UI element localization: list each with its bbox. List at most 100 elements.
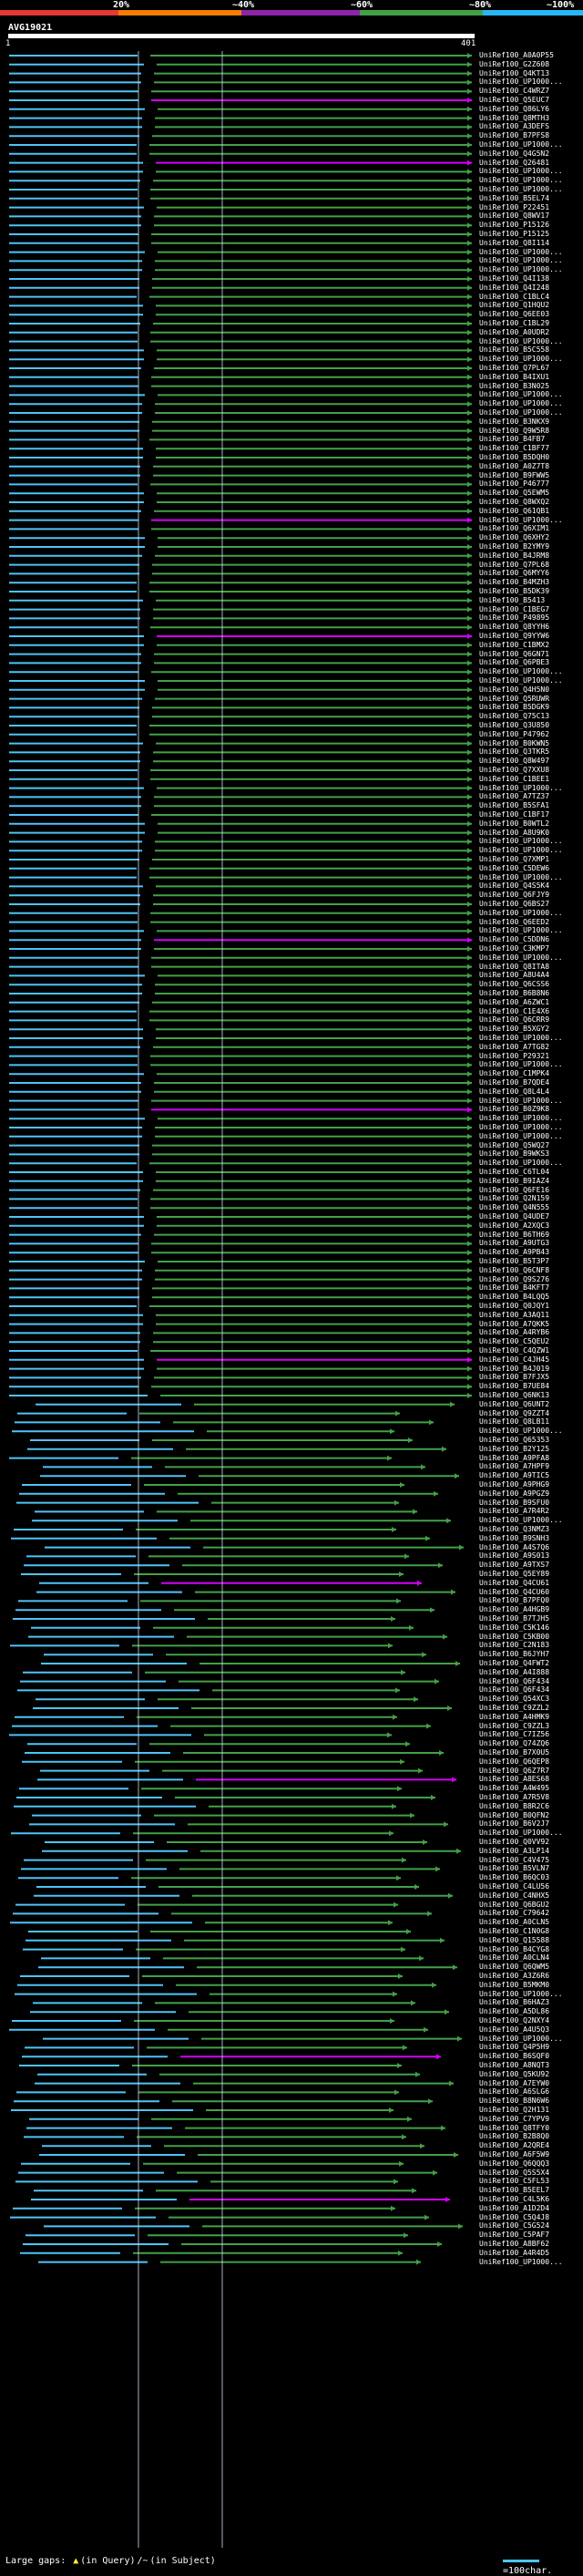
hit-row[interactable] <box>25 2045 407 2051</box>
hit-row[interactable] <box>9 597 472 603</box>
hit-label[interactable]: UniRef100_B0QFN2 <box>479 1810 550 1819</box>
hit-label[interactable]: UniRef100_A9S013 <box>479 1551 550 1561</box>
hit-row[interactable] <box>21 2160 404 2167</box>
hit-row[interactable] <box>19 1786 402 1792</box>
hit-label[interactable]: UniRef100_A9TXS7 <box>479 1561 550 1570</box>
hit-row[interactable] <box>22 2054 441 2060</box>
hit-label[interactable]: UniRef100_A2XQC3 <box>479 1221 550 1230</box>
hit-label[interactable]: UniRef100_UP1000... <box>479 515 563 524</box>
hit-row[interactable] <box>13 1616 395 1622</box>
hit-row[interactable] <box>9 1187 472 1193</box>
hit-label[interactable]: UniRef100_UP1000... <box>479 1159 563 1168</box>
hit-label[interactable]: UniRef100_B7TJH5 <box>479 1614 550 1623</box>
hit-row[interactable] <box>9 544 472 550</box>
hit-row[interactable] <box>9 160 472 166</box>
hit-row[interactable] <box>10 1920 393 1926</box>
hit-label[interactable]: UniRef100_B5C558 <box>479 345 550 355</box>
hit-label[interactable]: UniRef100_B2YMY9 <box>479 542 550 551</box>
hit-label[interactable]: UniRef100_P22451 <box>479 202 550 211</box>
hit-label[interactable]: UniRef100_A8ES68 <box>479 1775 550 1784</box>
hit-row[interactable] <box>9 1241 472 1247</box>
hit-row[interactable] <box>29 2116 412 2122</box>
hit-row[interactable] <box>9 178 472 184</box>
hit-row[interactable] <box>36 1696 418 1703</box>
hit-label[interactable]: UniRef100_Q8W497 <box>479 757 550 766</box>
hit-label[interactable]: UniRef100_B6JYH7 <box>479 1650 550 1659</box>
hit-label[interactable]: UniRef100_UP1000... <box>479 336 563 345</box>
hit-row[interactable] <box>11 2107 394 2113</box>
hit-label[interactable]: UniRef100_Q4UDE7 <box>479 1212 550 1221</box>
hit-row[interactable] <box>9 624 472 631</box>
hit-label[interactable]: UniRef100_A7EYW0 <box>479 2078 550 2087</box>
hit-label[interactable]: UniRef100_UP1000... <box>479 1516 563 1525</box>
hit-label[interactable]: UniRef100_B6V2J7 <box>479 1819 550 1829</box>
hit-row[interactable] <box>9 88 472 95</box>
hit-label[interactable]: UniRef100_B5DGK9 <box>479 703 550 712</box>
hit-row[interactable] <box>9 401 472 407</box>
hit-label[interactable]: UniRef100_Q6PBE3 <box>479 658 550 667</box>
hit-label[interactable]: UniRef100_B5VLN7 <box>479 1864 550 1873</box>
hit-label[interactable]: UniRef100_Q6XHY2 <box>479 533 550 542</box>
hit-row[interactable] <box>22 1758 404 1765</box>
hit-label[interactable]: UniRef100_Q5EWM5 <box>479 489 550 498</box>
hit-label[interactable]: UniRef100_B3NKX9 <box>479 417 550 426</box>
hit-row[interactable] <box>9 982 472 988</box>
hit-label[interactable]: UniRef100_A7TG82 <box>479 1042 550 1051</box>
hit-label[interactable]: UniRef100_B5413 <box>479 595 546 604</box>
hit-row[interactable] <box>9 1178 472 1184</box>
hit-label[interactable]: UniRef100_UP1000... <box>479 265 563 274</box>
hit-row[interactable] <box>9 169 472 175</box>
hit-row[interactable] <box>23 1669 405 1675</box>
hit-row[interactable] <box>34 2188 416 2194</box>
hit-label[interactable]: UniRef100_Q4I138 <box>479 274 550 283</box>
hit-label[interactable]: UniRef100_Q6MYY6 <box>479 569 550 578</box>
hit-row[interactable] <box>9 142 472 148</box>
hit-row[interactable] <box>9 589 472 594</box>
hit-row[interactable] <box>36 1401 455 1407</box>
hit-label[interactable]: UniRef100_B5MKM0 <box>479 1980 550 1989</box>
hit-label[interactable]: UniRef100_Q6EED2 <box>479 917 550 926</box>
hit-row[interactable] <box>9 1276 472 1283</box>
hit-row[interactable] <box>9 133 472 139</box>
hit-row[interactable] <box>21 1866 440 1872</box>
hit-row[interactable] <box>35 2080 454 2087</box>
hit-label[interactable]: UniRef100_C9ZZL3 <box>479 1721 550 1730</box>
hit-row[interactable] <box>20 1973 403 1979</box>
hit-row[interactable] <box>26 2232 408 2239</box>
hit-label[interactable]: UniRef100_A6F5W9 <box>479 2150 550 2159</box>
hit-label[interactable]: UniRef100_B5T3P7 <box>479 1257 550 1265</box>
hit-label[interactable]: UniRef100_Q86LY6 <box>479 104 550 113</box>
hit-label[interactable]: UniRef100_Q9YYW6 <box>479 632 550 640</box>
hit-label[interactable]: UniRef100_A9PFA8 <box>479 1453 550 1462</box>
hit-row[interactable] <box>40 1473 459 1479</box>
hit-row[interactable] <box>9 213 472 220</box>
hit-row[interactable] <box>9 973 472 979</box>
hit-row[interactable] <box>36 1589 455 1595</box>
hit-label[interactable]: UniRef100_Q5WQ27 <box>479 1140 550 1149</box>
hit-label[interactable]: UniRef100_B4JRM8 <box>479 551 550 560</box>
hit-label[interactable]: UniRef100_B5EEL7 <box>479 2186 550 2195</box>
hit-label[interactable]: UniRef100_Q8WV17 <box>479 211 550 221</box>
hit-label[interactable]: UniRef100_C4JH45 <box>479 1355 550 1364</box>
hit-label[interactable]: UniRef100_B0WTL2 <box>479 819 550 828</box>
hit-label[interactable]: UniRef100_A9UTG3 <box>479 1239 550 1248</box>
hit-row[interactable] <box>43 2035 462 2042</box>
hit-row[interactable] <box>24 1562 443 1569</box>
hit-label[interactable]: UniRef100_C1BLC4 <box>479 292 550 301</box>
hit-row[interactable] <box>9 1214 472 1220</box>
hit-row[interactable] <box>9 338 472 345</box>
hit-label[interactable]: UniRef100_B4J019 <box>479 1364 550 1373</box>
hit-row[interactable] <box>9 204 472 211</box>
hit-label[interactable]: UniRef100_C4QZW1 <box>479 1346 550 1355</box>
hit-row[interactable] <box>15 1419 434 1426</box>
hit-row[interactable] <box>9 1044 472 1050</box>
hit-row[interactable] <box>22 1482 404 1488</box>
hit-row[interactable] <box>9 517 472 523</box>
hit-row[interactable] <box>9 1053 472 1059</box>
hit-row[interactable] <box>9 794 472 800</box>
hit-row[interactable] <box>9 321 472 326</box>
hit-row[interactable] <box>16 1499 399 1506</box>
hit-row[interactable] <box>11 1535 430 1541</box>
hit-row[interactable] <box>33 2000 415 2006</box>
hit-row[interactable] <box>9 115 472 121</box>
